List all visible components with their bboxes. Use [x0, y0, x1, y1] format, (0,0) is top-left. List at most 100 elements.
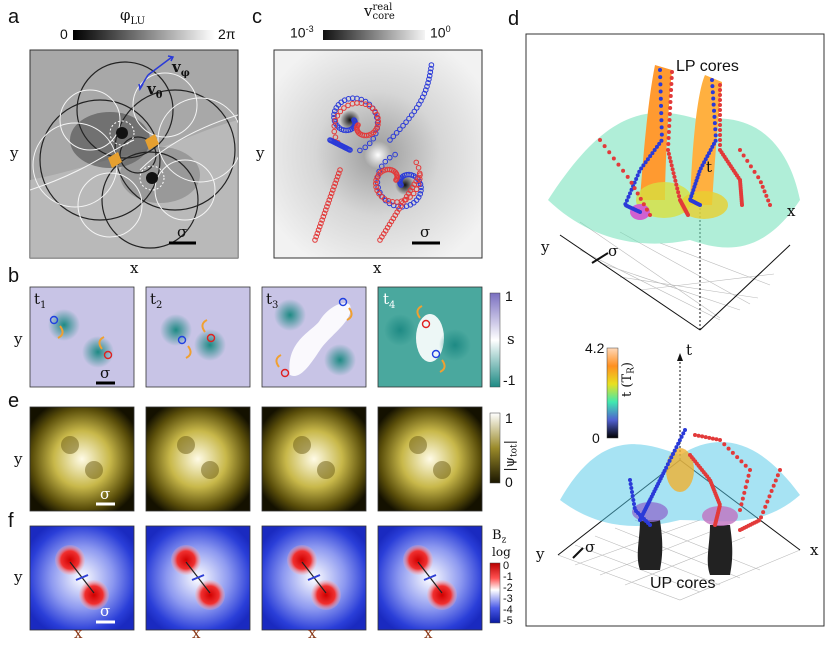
trajectory-dot: [659, 132, 664, 137]
axis-y-b: y: [14, 330, 23, 348]
cbar-min-b: -1: [503, 372, 516, 388]
axis-x-f3: x: [308, 624, 317, 642]
trajectory-dot: [666, 136, 671, 140]
cbar-max-time: 4.2: [585, 340, 605, 356]
trajectory-dot: [683, 428, 687, 432]
bz-map-2: [145, 525, 251, 631]
trajectory-point: [392, 151, 398, 158]
density-dip: [409, 436, 427, 454]
trajectory-dot: [722, 442, 727, 447]
trajectory-dot: [707, 435, 712, 440]
trajectory-dot: [638, 196, 643, 201]
axis-x-lp: x: [787, 202, 796, 220]
trajectory-dot: [625, 174, 630, 179]
trajectory-point: [374, 124, 380, 131]
cbar-label-psi-text: |ψtot|: [503, 440, 520, 472]
trajectory-point: [357, 147, 363, 154]
sigma-a: σ: [177, 223, 188, 241]
trajectory-point: [312, 237, 318, 243]
trajectory-point: [362, 144, 369, 151]
trajectory-dot: [738, 148, 742, 152]
trajectory-dot: [763, 504, 768, 509]
trajectory-dot: [681, 431, 686, 436]
trajectory-dot: [632, 180, 637, 185]
trajectory-dot: [674, 182, 679, 187]
trajectory-dot: [705, 154, 710, 159]
trajectory-dot: [669, 455, 674, 460]
trajectory-dot: [718, 143, 722, 147]
trajectory-dot: [738, 528, 742, 532]
trajectory-dot: [686, 213, 690, 217]
trajectory-dot: [630, 494, 635, 498]
trajectory-dot: [677, 194, 682, 199]
spin-region: [384, 314, 416, 346]
trajectory-point: [327, 193, 334, 200]
trajectory-point: [417, 181, 424, 188]
sigma-f: σ: [100, 602, 111, 620]
trajectory-dot: [778, 468, 782, 472]
trajectory-dot: [696, 172, 701, 177]
trajectory-dot: [659, 138, 664, 143]
cbar-label-time: t (TR): [620, 362, 637, 397]
trajectory-dot: [628, 191, 632, 196]
trajectory-dot: [667, 155, 672, 160]
trajectory-dot: [616, 162, 621, 167]
density-dip: [61, 436, 79, 454]
trajectory-point: [331, 108, 338, 114]
up-core-left: [637, 520, 663, 570]
axis-t-up: t: [686, 341, 693, 359]
trajectory-dot: [703, 435, 708, 440]
trajectory-dot: [766, 198, 771, 203]
trajectory-dot: [669, 163, 674, 168]
panel-label-d: d: [508, 8, 520, 30]
trajectory-dot: [745, 158, 750, 163]
trajectory-point: [403, 119, 409, 125]
cbar-max-c: 100: [430, 24, 451, 41]
trajectory-dot: [703, 157, 708, 162]
trajectory-dot: [626, 194, 631, 199]
density-map-background: [145, 406, 251, 512]
trajectory-dot: [632, 186, 637, 191]
trajectory-dot: [637, 169, 642, 174]
trajectory-dot: [635, 173, 640, 178]
trajectory-dot: [607, 150, 612, 155]
trajectory-dot: [689, 194, 694, 199]
frame-label-t3: t3: [266, 290, 279, 311]
trajectory-point: [372, 180, 379, 187]
trajectory-point: [375, 115, 381, 121]
trajectory-dot: [756, 175, 761, 180]
colorbar-psi: [489, 412, 501, 484]
trajectory-point: [333, 177, 340, 183]
trajectory-dot: [602, 144, 607, 149]
trajectory-point: [320, 213, 327, 220]
trajectory-dot: [718, 108, 722, 112]
trajectory-dot: [631, 498, 636, 502]
trajectory-dot: [718, 128, 722, 132]
trajectory-dot: [629, 180, 634, 185]
trajectory-dot: [652, 148, 657, 152]
cbar-max-e: 1: [505, 410, 513, 426]
trajectory-dot: [664, 465, 669, 470]
trajectory-dot: [611, 156, 616, 161]
axis-y-lp: y: [541, 238, 550, 256]
frame-label-t1: t1: [34, 290, 47, 311]
trajectory-dot: [668, 106, 673, 110]
cbar-tick-bz-0: 0: [503, 560, 510, 572]
bz-blue-cross: [191, 574, 205, 581]
spin-region: [439, 329, 471, 361]
axis-y-up: y: [536, 545, 545, 563]
trajectory-dot: [691, 188, 696, 192]
trajectory-point: [377, 237, 383, 243]
panel-a: [29, 30, 239, 259]
panel-f: [29, 525, 501, 631]
trajectory-dot: [712, 108, 717, 113]
trajectory-point: [417, 191, 424, 197]
trajectory-dot: [692, 184, 697, 189]
trajectory-point: [397, 126, 403, 133]
trajectory-dot: [710, 436, 715, 441]
trajectory-dot: [665, 462, 670, 467]
axis-x-f4: x: [424, 624, 433, 642]
trajectory-point: [332, 134, 339, 141]
trajectory-point: [400, 122, 406, 129]
trajectory-dot: [670, 167, 675, 172]
